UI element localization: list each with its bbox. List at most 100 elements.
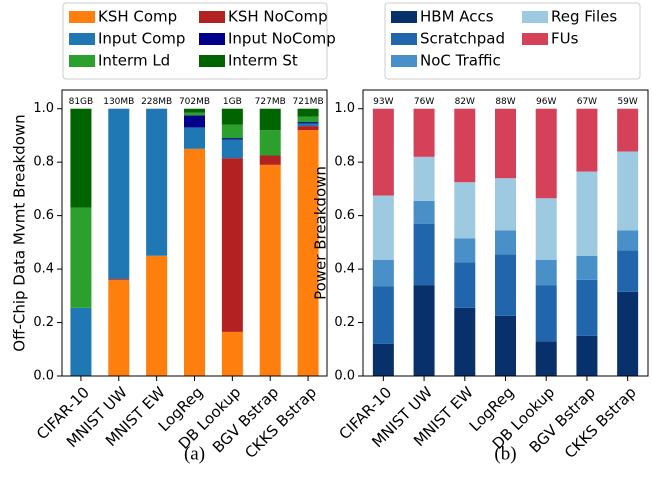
legend-swatch (69, 33, 95, 45)
bar-total: 76W (414, 97, 434, 107)
bar-total: 130MB (103, 97, 134, 107)
bar-segment (617, 291, 639, 376)
bar-segment (454, 238, 476, 263)
bar-segment (413, 200, 435, 224)
bar-segment (576, 255, 598, 280)
bar-segment (184, 112, 205, 116)
legend-label: KSH NoComp (228, 8, 328, 26)
bar-segment (108, 278, 130, 280)
bar-segment (372, 286, 394, 344)
bar-segment (259, 108, 281, 131)
bar-total: 93W (373, 97, 393, 107)
bar-segment (495, 230, 516, 255)
bar-segment (259, 130, 281, 156)
bar-total: 96W (536, 97, 556, 107)
bar-segment (495, 315, 516, 376)
bar-total: 702MB (179, 97, 210, 107)
bar-segment (221, 108, 243, 125)
bar-segment (221, 139, 243, 159)
bar-segment (259, 164, 281, 376)
y-tick-label: 0.0 (33, 369, 54, 384)
bar-segment (297, 126, 319, 131)
bar-segment (535, 341, 557, 376)
bar-total: 59W (617, 97, 637, 107)
legend-swatch (522, 11, 548, 23)
legend-label: Interm St (228, 52, 298, 70)
bar-total: 67W (577, 97, 597, 107)
bar-total: 1GB (223, 97, 242, 107)
bar-segment (297, 116, 319, 123)
bar-segment (576, 108, 598, 172)
legend-label: FUs (551, 30, 579, 48)
bar-segment (617, 108, 639, 152)
bar-segment (70, 207, 92, 308)
caption: (b) (494, 443, 516, 464)
legend-label: KSH Comp (98, 8, 177, 26)
bar-segment (184, 127, 205, 149)
bar-segment (535, 285, 557, 342)
bar-total: 228MB (141, 97, 172, 107)
y-tick-label: 0.2 (33, 315, 54, 330)
bar-segment (372, 343, 394, 376)
y-tick-label: 0.0 (334, 369, 355, 384)
bar-segment (146, 255, 168, 376)
y-tick-label: 0.2 (334, 315, 355, 330)
legend-label: NoC Traffic (420, 52, 501, 70)
bar-segment (413, 108, 435, 157)
bar-segment (297, 130, 319, 376)
bar-segment (70, 108, 92, 208)
y-tick-label: 1.0 (334, 101, 355, 116)
bar-segment (576, 335, 598, 376)
bar-segment (576, 171, 598, 256)
y-tick-label: 0.6 (33, 208, 54, 223)
bar-total: 721MB (293, 97, 324, 107)
plot-frame (61, 89, 328, 377)
legend-swatch (199, 33, 225, 45)
y-tick-label: 0.6 (334, 208, 355, 223)
bar-segment (184, 108, 205, 113)
legend-swatch (69, 11, 95, 23)
bar-segment (576, 279, 598, 336)
legend-swatch (69, 55, 95, 67)
bar-segment (535, 108, 557, 199)
legend-box (384, 2, 641, 80)
y-tick-label: 0.8 (334, 155, 355, 170)
legend-label: Scratchpad (420, 30, 505, 48)
bar-segment (495, 178, 516, 231)
bar-segment (184, 148, 205, 376)
bar-segment (297, 122, 319, 124)
bar-segment (413, 156, 435, 201)
legend-label: HBM Accs (420, 8, 494, 26)
bar-total: 88W (495, 97, 515, 107)
bar-segment (70, 307, 92, 376)
bar-segment (454, 307, 476, 376)
bar-segment (535, 198, 557, 260)
bar-total: 82W (455, 97, 475, 107)
bar-segment (413, 223, 435, 286)
legend-box (62, 2, 328, 80)
legend-label: Reg Files (551, 8, 617, 26)
legend-swatch (391, 11, 417, 23)
bar-segment (495, 254, 516, 316)
y-tick-label: 0.4 (33, 262, 54, 277)
bar-segment (221, 138, 243, 140)
legend-label: Interm Ld (98, 52, 170, 70)
y-tick-label: 0.8 (33, 155, 54, 170)
bar-segment (454, 262, 476, 308)
legend-swatch (199, 11, 225, 23)
legend-label: Input Comp (98, 30, 185, 48)
legend-swatch (391, 55, 417, 67)
bar-segment (297, 108, 319, 117)
legend-swatch (522, 33, 548, 45)
bar-segment (372, 108, 394, 196)
bar-segment (108, 108, 130, 279)
bar-segment (454, 182, 476, 239)
bar-segment (617, 230, 639, 251)
x-tick-label: CKKS Bstrap (561, 383, 640, 462)
bar-segment (535, 259, 557, 286)
bar-segment (372, 195, 394, 260)
bar-total: 81GB (69, 97, 94, 107)
bar-segment (184, 115, 205, 128)
bar-segment (221, 124, 243, 139)
